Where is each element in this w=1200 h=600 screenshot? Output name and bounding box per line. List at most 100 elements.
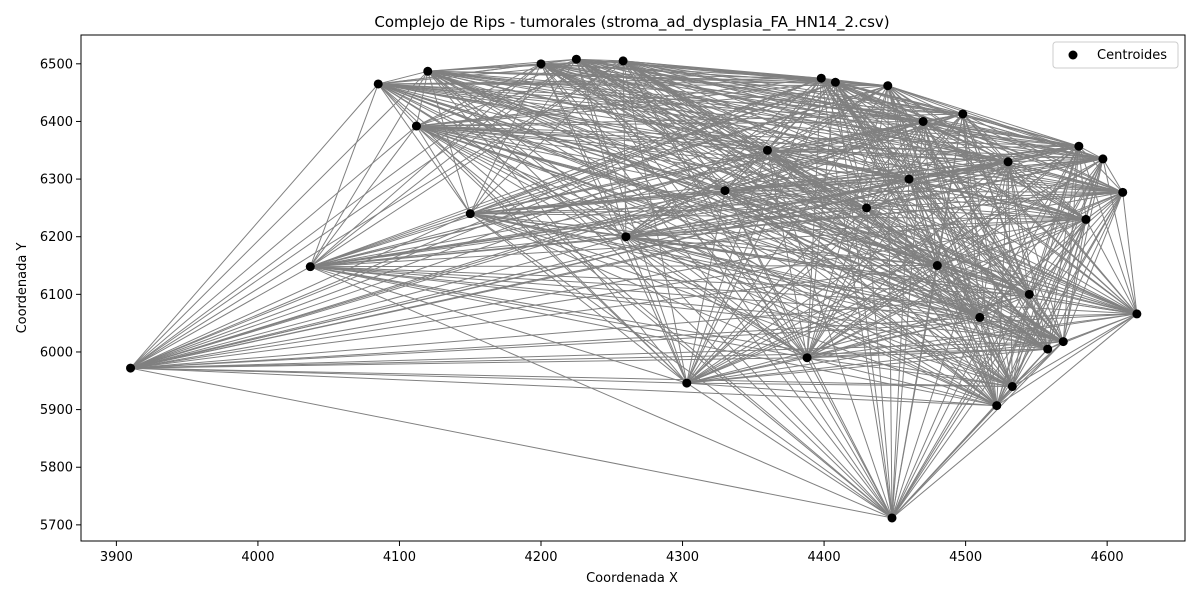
rips-edge [922,121,1087,220]
rips-edge [625,158,1103,238]
rips-edge [576,58,1138,315]
rips-edge [686,82,836,384]
rips-edge [377,83,471,214]
rips-edge [891,219,1087,519]
rips-edge [887,85,1079,147]
rips-edge [835,81,1138,315]
rips-edge [576,58,910,180]
rips-edge [806,145,1080,359]
rips-edge [922,121,1138,315]
rips-edge [962,113,1079,147]
centroid-point [682,378,692,388]
rips-edge [1007,161,1087,220]
rips-edge [625,149,768,238]
rips-edge [686,78,822,384]
rips-edge [1028,191,1124,295]
rips-edge [887,85,893,518]
rips-edge [806,218,1087,359]
rips-edge [922,121,1030,295]
rips-edge [1062,146,1080,342]
rips-edge [767,145,1079,151]
rips-edge [625,85,889,238]
centroid-point [975,312,985,322]
rips-edge [1007,161,1013,387]
rips-edge [1011,219,1087,387]
rips-edge [908,121,924,180]
rips-edge [427,70,1009,163]
rips-edge [1028,294,1049,350]
rips-edge [936,265,981,318]
rips-edge [575,59,688,384]
rips-edge [130,158,1104,369]
centroid-point [1118,187,1128,197]
rips-edge [540,63,893,519]
rips-edge [416,125,893,519]
centroid-point [992,401,1002,411]
rips-edge [469,213,688,384]
legend-marker [1068,50,1078,60]
rips-edge [625,236,893,519]
rips-edge [576,58,1013,387]
centroid-point [1007,382,1017,392]
rips-edge [1011,348,1049,387]
rips-edge [130,218,1086,369]
rips-edge [469,58,577,214]
rips-edge [922,121,981,318]
rips-edge [806,357,893,519]
rips-edge [686,313,1137,384]
rips-edge [866,161,1009,209]
rips-edge [724,161,1009,192]
rips-edge [130,367,997,407]
rips-edge [377,83,893,519]
rips-edge [724,190,998,406]
rips-edge [415,71,429,127]
centroid-point [536,59,546,69]
rips-edge [130,161,1009,369]
rips-edge [908,178,998,406]
centroid-point [423,66,433,76]
rips-edge [470,120,924,215]
rips-edge [908,178,1064,342]
rips-edge [979,161,1009,318]
rips-edge [576,58,1104,160]
rips-edge [922,121,938,266]
centroid-point [1058,337,1068,347]
rips-edge [922,121,1013,387]
rips-edge [310,158,1103,268]
y-tick-label: 5900 [40,403,73,418]
y-tick-label: 5700 [40,518,73,533]
rips-edge [427,70,726,192]
rips-edge [416,125,688,384]
x-tick-label: 4200 [524,550,557,565]
x-axis-label: Coordenada X [586,571,678,586]
centroid-point [816,73,826,83]
rips-edge [834,82,868,209]
rips-edge [962,113,1064,342]
rips-edge [622,60,1009,163]
centroid-point [1043,344,1053,354]
centroid-point [762,145,772,155]
centroid-point [621,232,631,242]
rips-edge [377,83,417,127]
rips-edge [1008,158,1103,163]
rips-edge [962,113,1009,163]
rips-edge [866,178,910,209]
rips-edge [1085,219,1138,315]
rips-edge [834,82,938,266]
rips-edge [130,367,893,519]
rips-edge [1085,191,1124,220]
rips-edge [887,85,1013,387]
rips-edge [625,236,1013,388]
rips-edge [1011,341,1064,387]
rips-edge [686,191,1123,384]
rips-edge [908,113,964,180]
rips-edge [686,161,1009,384]
rips-edge [470,213,980,318]
rips-edge [625,236,1048,350]
rips-edge [1028,219,1087,295]
rips-edge [625,236,808,359]
rips-edge [625,236,938,267]
rips-edge [622,60,867,209]
rips-edge [937,265,1137,315]
